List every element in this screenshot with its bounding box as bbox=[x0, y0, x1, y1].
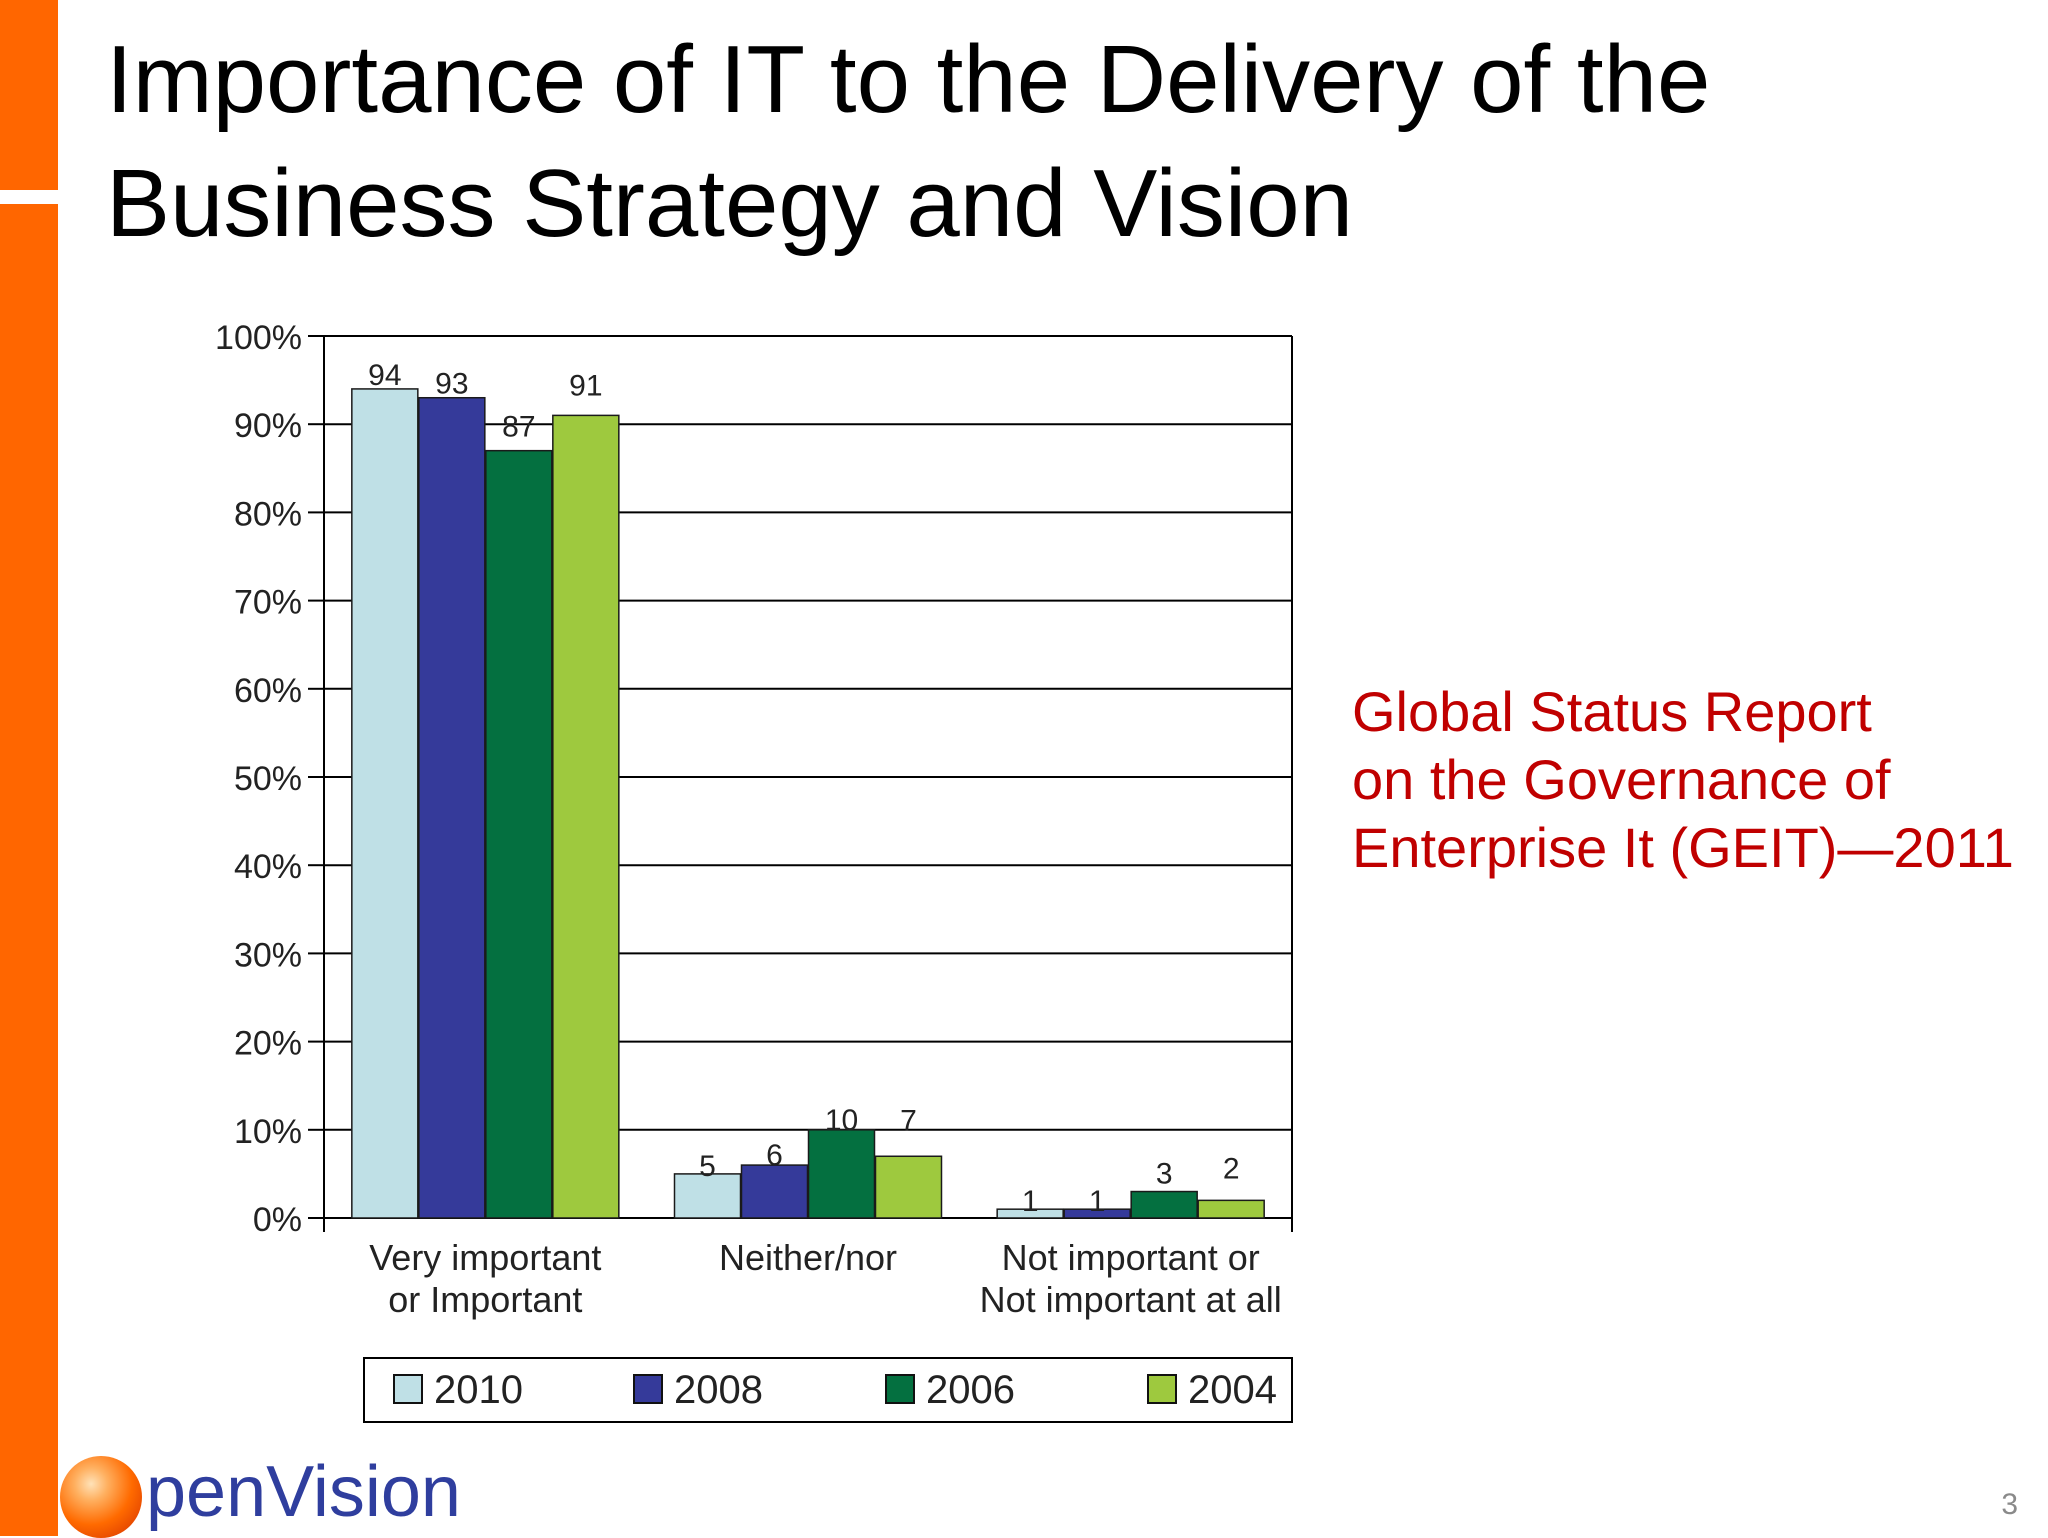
category-label: Not important at all bbox=[980, 1279, 1282, 1320]
category-label: Very important bbox=[369, 1237, 601, 1278]
y-tick-label: 10% bbox=[234, 1113, 302, 1151]
bar-data-label: 3 bbox=[1156, 1158, 1173, 1191]
y-tick-label: 70% bbox=[234, 584, 302, 622]
y-tick-label: 60% bbox=[234, 672, 302, 710]
y-tick-label: 50% bbox=[234, 760, 302, 798]
y-tick-label: 40% bbox=[234, 848, 302, 886]
page-number: 3 bbox=[2001, 1488, 2018, 1521]
legend-box bbox=[363, 1357, 1293, 1423]
bar bbox=[996, 1208, 1064, 1219]
bar bbox=[485, 449, 553, 1219]
source-line-1: Global Status Report bbox=[1352, 680, 1872, 743]
bar-data-label: 91 bbox=[569, 369, 602, 402]
legend-swatch bbox=[1147, 1374, 1177, 1404]
y-tick-label: 90% bbox=[234, 407, 302, 445]
bar bbox=[807, 1129, 876, 1219]
category-label: Not important or bbox=[1002, 1237, 1260, 1278]
legend-swatch bbox=[633, 1374, 663, 1404]
y-tick-label: 20% bbox=[234, 1025, 302, 1063]
bar bbox=[673, 1173, 742, 1219]
bar bbox=[1130, 1190, 1198, 1219]
title-line-2: Business Strategy and Vision bbox=[106, 150, 1353, 257]
bar-data-label: 94 bbox=[368, 359, 401, 392]
legend-label: 2010 bbox=[434, 1368, 523, 1412]
bar-data-label: 2 bbox=[1223, 1152, 1240, 1185]
source-line-3: Enterprise It (GEIT)—2011 bbox=[1352, 816, 2014, 879]
bar bbox=[1197, 1199, 1265, 1219]
accent-bar-bottom bbox=[0, 204, 58, 1536]
y-tick-label: 100% bbox=[215, 319, 302, 357]
category-label: or Important bbox=[388, 1279, 582, 1320]
y-tick-label: 80% bbox=[234, 495, 302, 533]
openvision-logo: penVision bbox=[56, 1450, 536, 1538]
bar-data-label: 93 bbox=[435, 368, 468, 401]
legend-label: 2006 bbox=[926, 1368, 1015, 1412]
bar bbox=[418, 396, 486, 1219]
legend-label: 2008 bbox=[674, 1368, 763, 1412]
bar bbox=[552, 414, 620, 1219]
bar-chart: 0% 10% 20% 30% 40% 50% 60% 70% 80% 90% 100% 94 93 87 9… bbox=[215, 319, 1293, 1423]
bar bbox=[874, 1155, 943, 1219]
accent-bar-top bbox=[0, 0, 58, 190]
legend-swatch bbox=[885, 1374, 915, 1404]
title-line-1: Importance of IT to the Delivery of the bbox=[106, 26, 1711, 133]
category-label: Neither/nor bbox=[719, 1237, 897, 1278]
bar-data-label: 7 bbox=[900, 1104, 917, 1137]
legend-label: 2004 bbox=[1188, 1368, 1277, 1412]
logo-text: penVision bbox=[146, 1452, 461, 1532]
bar-data-label: 87 bbox=[502, 411, 535, 444]
legend-swatch bbox=[393, 1374, 423, 1404]
chart-container: 0% 10% 20% 30% 40% 50% 60% 70% 80% 90% 100% 94 93 87 9… bbox=[190, 300, 1340, 1440]
bar-data-label: 10 bbox=[825, 1104, 858, 1137]
source-line-2: on the Governance of bbox=[1352, 748, 1891, 811]
source-citation: Global Status Report on the Governance o… bbox=[1352, 678, 2042, 882]
page-title: Importance of IT to the Delivery of the … bbox=[106, 18, 1986, 266]
bar bbox=[1063, 1208, 1131, 1219]
logo-sphere-icon bbox=[60, 1456, 142, 1538]
y-tick-label: 0% bbox=[253, 1201, 302, 1239]
bar-data-label: 6 bbox=[766, 1139, 783, 1172]
bar-data-label: 5 bbox=[699, 1150, 716, 1183]
bar bbox=[351, 388, 419, 1219]
bar bbox=[740, 1164, 809, 1219]
bar-data-label: 1 bbox=[1022, 1185, 1039, 1218]
bar-data-label: 1 bbox=[1089, 1185, 1106, 1218]
y-tick-label: 30% bbox=[234, 936, 302, 974]
